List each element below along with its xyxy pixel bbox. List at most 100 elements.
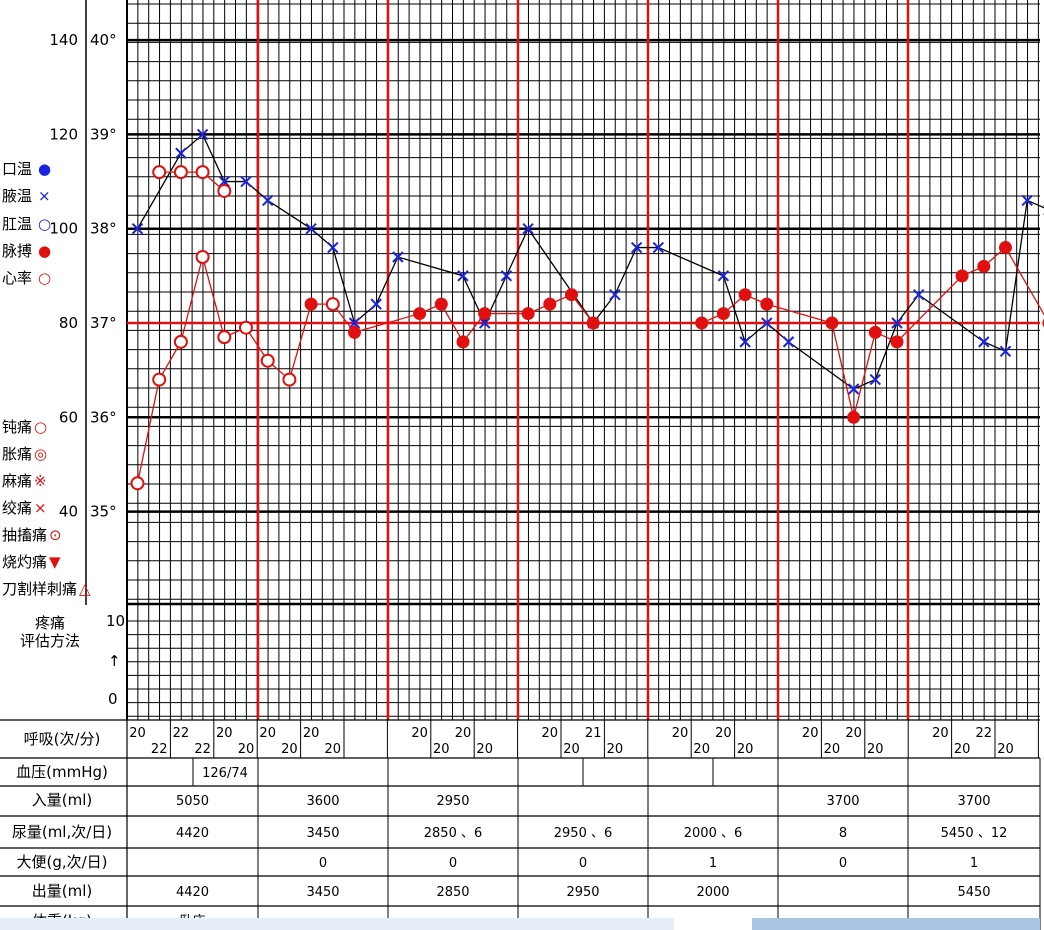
bottom-strip: [0, 918, 674, 930]
pulse-point: [152, 165, 167, 180]
temp-point: [478, 317, 491, 329]
pulse-point: [868, 325, 882, 339]
pulse-tick-label: 100: [49, 220, 78, 238]
pain-legend-label: 抽搐痛: [2, 526, 47, 544]
pain-legend-label: 胀痛: [2, 445, 32, 463]
urine-value: 8: [839, 826, 847, 841]
temp-point: [999, 345, 1012, 357]
pulse-point: [325, 297, 340, 312]
temp-tick-label: 37°: [90, 314, 117, 332]
resp-value: 20: [455, 726, 472, 741]
urine-value: 2950 、6: [554, 826, 613, 841]
temp-point: [131, 222, 144, 235]
pain-tick-label: 0: [108, 690, 118, 708]
pain-legend-symbol: ※: [34, 472, 47, 490]
pulse-point: [847, 410, 861, 424]
pain-legend-symbol: ◎: [34, 445, 47, 463]
stool-value: 0: [449, 856, 457, 871]
temp-point: [978, 336, 990, 348]
pulse-point: [716, 307, 730, 321]
output-value: 2000: [696, 885, 729, 900]
pulse-point: [195, 165, 210, 180]
resp-value: 22: [173, 726, 190, 741]
stool-value: 1: [709, 856, 717, 871]
intake-value: 3700: [957, 794, 990, 809]
temp-point: [739, 336, 751, 348]
resp-value: 20: [715, 726, 732, 741]
temp-point: [175, 147, 187, 159]
series-layer: [130, 128, 1044, 491]
pulse-tick-label: 80: [59, 314, 78, 332]
resp-value: 22: [194, 742, 211, 757]
output-value: 4420: [176, 885, 209, 900]
resp-value: 20: [303, 726, 320, 741]
resp-value: 20: [824, 742, 841, 757]
vital-legend-symbol: ●: [38, 160, 51, 178]
temp-point: [847, 383, 860, 395]
pain-legend-symbol: ⊙: [49, 526, 62, 544]
temp-tick-label: 38°: [90, 220, 117, 238]
pulse-point: [738, 288, 752, 302]
urine-value: 4420: [176, 826, 209, 841]
temp-point: [392, 251, 404, 263]
pain-legend-symbol: ▼: [49, 553, 61, 571]
pulse-point: [955, 269, 969, 283]
pulse-point: [348, 325, 361, 339]
resp-value: 20: [997, 742, 1014, 757]
output-value: 5450: [957, 885, 990, 900]
output-value: 2850: [436, 885, 469, 900]
temp-point: [630, 241, 643, 254]
pulse-point: [695, 316, 709, 330]
vital-legend-label: 脉搏: [2, 242, 32, 260]
vital-legend-label: 心率: [2, 269, 32, 287]
temp-point: [500, 270, 513, 282]
pulse-tick-label: 60: [59, 408, 78, 426]
resp-value: 20: [563, 742, 580, 757]
pulse-tick-label: 40: [59, 503, 78, 521]
temp-tick-label: 35°: [90, 503, 117, 521]
temp-point: [196, 128, 209, 141]
pulse-point: [434, 297, 448, 311]
stool-value: 0: [319, 856, 327, 871]
temp-point: [240, 175, 252, 188]
vital-legend-symbol: ○: [38, 269, 51, 287]
vital-legend-label: 肛温: [2, 215, 32, 233]
temp-tick-label: 39°: [90, 125, 117, 143]
pulse-point: [760, 297, 774, 311]
pain-legend-symbol: ×: [34, 499, 47, 517]
pain-legend-label: 绞痛: [2, 499, 32, 517]
pain-tick-arrow: ↑: [108, 652, 121, 670]
pain-legend-label: 麻痛: [2, 472, 32, 490]
intake-value: 3700: [826, 794, 859, 809]
table-row-label: 出量(ml): [32, 882, 92, 900]
resp-value: 20: [216, 726, 233, 741]
pulse-point: [825, 316, 839, 330]
resp-value: 20: [737, 742, 754, 757]
pulse-point: [586, 316, 600, 330]
pulse-point: [543, 297, 557, 311]
pulse-tick-label: 140: [49, 31, 78, 49]
pulse-point: [173, 334, 188, 349]
temp-point: [261, 194, 274, 207]
resp-value: 20: [259, 726, 276, 741]
bottom-strip: [752, 918, 1040, 930]
stool-value: 1: [970, 856, 978, 871]
table-row-label: 尿量(ml,次/日): [12, 823, 112, 841]
intake-value: 3600: [306, 794, 339, 809]
temp-point: [457, 270, 469, 282]
temp-point: [348, 317, 361, 329]
pulse-point: [217, 330, 232, 345]
temp-tick-label: 36°: [90, 408, 117, 426]
pulse-point: [521, 307, 535, 321]
pain-legend-symbol: ○: [34, 418, 47, 436]
pain-legend-label: 烧灼痛: [2, 553, 47, 571]
resp-value: 20: [607, 742, 624, 757]
stool-value: 0: [579, 856, 587, 871]
temp-point: [522, 222, 534, 235]
resp-value: 20: [693, 742, 710, 757]
pain-legend-label: 钝痛: [2, 418, 32, 436]
bp-value: 126/74: [202, 766, 248, 781]
temp-point: [370, 298, 382, 310]
pulse-point: [304, 297, 318, 311]
pain-tick-label: 10: [106, 612, 125, 630]
